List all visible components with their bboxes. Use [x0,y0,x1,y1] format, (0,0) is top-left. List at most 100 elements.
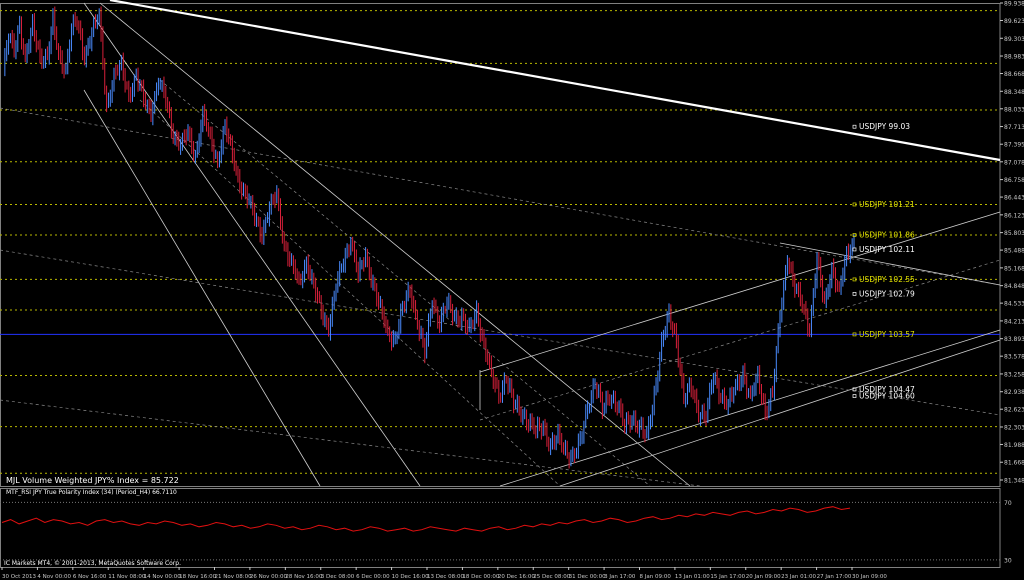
x-tick-label: 26 Nov 00:00 [250,574,288,580]
x-tick-label: 20 Dec 16:00 [498,574,535,580]
y-tick-label: 84.213 [1004,318,1024,325]
x-tick-label: 13 Jan 01:00 [675,574,710,580]
level-label: USDJPY 101.21 [852,200,915,209]
x-tick-label: 27 Jan 17:00 [817,574,852,580]
level-label: USDJPY 104.60 [852,392,915,401]
x-tick-label: 15 Jan 17:00 [710,574,745,580]
x-tick-label: 6 Dec 00:00 [356,574,390,580]
x-tick-label: 30 Oct 2013 [2,574,37,580]
x-tick-label: 20 Jan 09:00 [746,574,781,580]
y-tick-label: 89.303 [1004,36,1024,43]
indicator-line [1,506,851,532]
index-readout: MJL Volume Weighted JPY% Index = 85.722 [6,476,179,485]
x-tick-label: 30 Jan 09:00 [852,574,887,580]
level-label: USDJPY 102.79 [852,289,915,298]
time-axis: 30 Oct 2013 4 Nov 00:00 6 Nov 16:00 11 Nov … [1,567,887,580]
level-label: USDJPY 102.11 [852,245,915,254]
rising-channel-mid [479,259,1001,421]
x-tick-label: 11 Nov 08:00 [108,574,146,580]
x-tick-label: 18 Dec 00:00 [462,574,499,580]
level-label: USDJPY 103.57 [852,330,915,339]
y-tick-label: 82.938 [1004,389,1024,396]
y-tick-label: 88.033 [1004,106,1024,113]
level-label-text: USDJPY 102.79 [859,289,915,298]
y-tick-label: 85.168 [1004,265,1024,272]
indicator-y-tick-label: 30 [1004,557,1012,564]
candles [4,6,855,469]
major-trendline [109,0,1001,162]
y-tick-label: 85.803 [1004,230,1024,237]
level-label-marker [852,292,857,296]
level-label-marker [852,124,857,129]
x-tick-label: 8 Jan 09:00 [640,574,672,580]
level-label-text: USDJPY 101.21 [859,200,915,209]
indicator-pane-border [0,488,1001,568]
channel-line [83,89,321,487]
y-tick-label: 83.578 [1004,354,1024,361]
channel-line [139,99,561,487]
level-label: USDJPY 99.03 [852,122,910,131]
main-price-pane: 89.938 89.623 89.303 88.983 88.668 88.348 88.0… [0,0,1024,487]
y-tick-label: 84.848 [1004,283,1024,290]
y-tick-label: 82.303 [1004,424,1024,431]
level-label-text: USDJPY 101.86 [859,231,915,240]
level-label-text: USDJPY 99.03 [859,122,910,131]
y-tick-label: 89.623 [1004,18,1024,25]
y-tick-label: 89.938 [1004,1,1024,8]
main-pane-border [0,3,1001,487]
y-tick-label: 81.988 [1004,442,1024,449]
level-label-marker [852,277,857,282]
y-tick-label: 81.348 [1004,478,1024,485]
channel-line [159,79,651,487]
x-tick-label: 3 Dec 08:00 [321,574,355,580]
x-tick-label: 6 Nov 16:00 [73,574,107,580]
level-label-marker [852,233,857,237]
falling-dash-line [0,249,1001,416]
level-label: USDJPY 102.55 [852,275,915,284]
x-tick-label: 21 Nov 08:00 [215,574,253,580]
y-tick-label: 85.488 [1004,248,1024,255]
y-tick-label: 86.123 [1004,212,1024,219]
y-tick-label: 87.713 [1004,124,1024,131]
level-label-text: USDJPY 103.57 [859,330,915,339]
level-label-text: USDJPY 104.60 [859,392,915,401]
y-tick-label: 84.533 [1004,301,1024,308]
level-label: USDJPY 101.86 [852,231,915,240]
level-label-marker [852,202,857,207]
x-tick-label: 13 Dec 08:00 [427,574,464,580]
x-tick-label: 18 Nov 16:00 [179,574,217,580]
level-label-marker [852,394,857,398]
x-tick-label: 31 Dec 00:00 [569,574,606,580]
channel-line [779,242,1001,286]
y-tick-label: 87.395 [1004,142,1024,149]
level-label-marker [852,332,857,337]
rising-channel-bottom [559,339,1001,487]
y-tick-label: 88.983 [1004,54,1024,61]
indicator-readout: MTF_RSI JPY True Polarity Index (34) (Pe… [6,489,177,496]
y-tick-label: 81.668 [1004,460,1024,467]
level-label-marker [852,387,857,392]
level-label-marker [852,247,857,252]
y-tick-label: 86.758 [1004,177,1024,184]
y-tick-label: 83.893 [1004,336,1024,343]
falling-dash-line [0,107,1001,286]
level-label-text: USDJPY 102.55 [859,275,915,284]
x-tick-label: 3 Jan 17:00 [604,574,636,580]
level-label-text: USDJPY 104.47 [859,385,915,394]
x-tick-label: 4 Nov 00:00 [37,574,71,580]
rising-channel-top [479,211,1001,373]
indicator-y-tick-label: 70 [1004,500,1012,507]
y-tick-label: 86.443 [1004,195,1024,202]
x-tick-label: 10 Dec 16:00 [392,574,429,580]
x-tick-label: 25 Dec 08:00 [533,574,570,580]
y-tick-label: 88.348 [1004,89,1024,96]
y-tick-label: 82.623 [1004,407,1024,414]
x-tick-label: 23 Jan 01:00 [781,574,816,580]
y-tick-label: 87.078 [1004,159,1024,166]
level-label-text: USDJPY 102.11 [859,245,915,254]
x-tick-label: 28 Nov 16:00 [285,574,323,580]
level-label: USDJPY 104.47 [852,385,915,394]
copyright-text: IC Markets MT4, © 2001-2013, MetaQuotes … [4,560,181,567]
